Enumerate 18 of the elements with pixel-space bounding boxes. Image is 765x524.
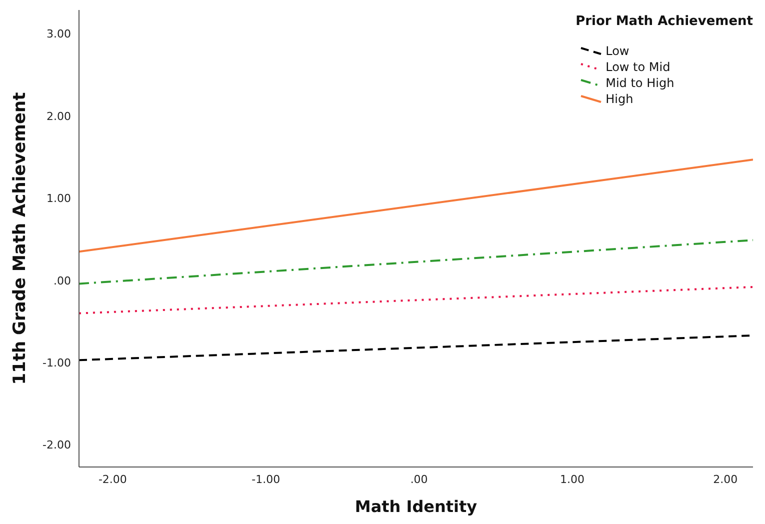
x-axis-title: Math Identity [354, 497, 478, 516]
y-tick-label: 2.00 [46, 110, 71, 123]
y-tick-label: -1.00 [42, 356, 71, 370]
x-tick-label: 2.00 [713, 472, 738, 486]
legend-label: Low to Mid [606, 60, 670, 74]
y-axis-title: 11th Grade Math Achievement [10, 92, 30, 385]
x-tick-label: .00 [410, 472, 428, 486]
legend-title: Prior Math Achievement [576, 14, 753, 29]
legend-label: Mid to High [606, 76, 674, 90]
y-tick-label: 3.00 [46, 28, 71, 41]
x-tick-label: -2.00 [98, 472, 127, 486]
legend-label: Low [606, 44, 630, 58]
y-tick-label: .00 [54, 274, 71, 288]
x-tick-label: 1.00 [560, 472, 584, 486]
y-tick-label: -2.00 [42, 438, 71, 452]
x-tick-label: -1.00 [252, 472, 280, 486]
y-tick-label: 1.00 [46, 192, 71, 206]
legend-label: High [606, 92, 634, 106]
